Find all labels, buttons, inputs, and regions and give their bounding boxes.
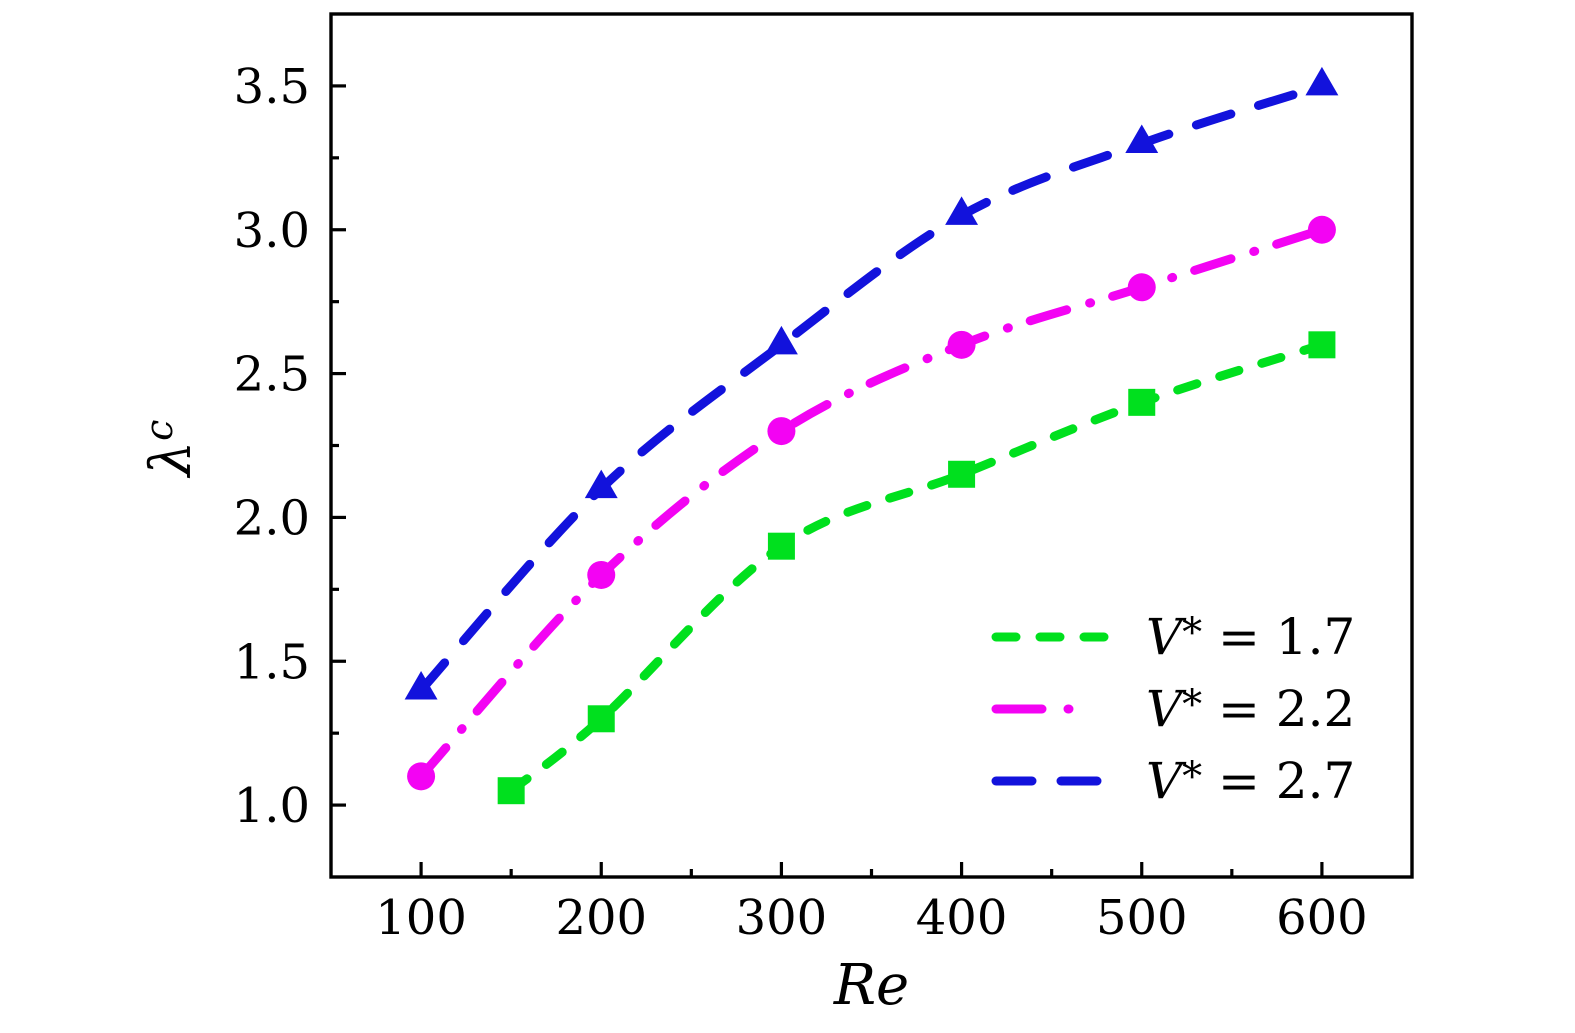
marker-circle (767, 417, 796, 446)
y-axis-tick-label: 2.0 (234, 490, 310, 546)
legend-label: V* = 2.2 (1146, 680, 1355, 738)
legend-label: V* = 1.7 (1146, 608, 1355, 666)
marker-triangle (945, 196, 979, 225)
x-axis-tick-label: 400 (916, 890, 1008, 946)
legend-label: V* = 2.7 (1146, 752, 1355, 810)
series-0 (497, 331, 1336, 805)
legend: V* = 1.7 V* = 2.2 V* = 2.7 (991, 608, 1355, 810)
series-1 (407, 215, 1336, 791)
x-axis-tick-label: 200 (555, 890, 647, 946)
x-axis-tick-label: 300 (736, 890, 828, 946)
marker-circle (947, 330, 976, 359)
x-axis-tick-label: 600 (1276, 890, 1368, 946)
y-axis-tick-label: 1.0 (234, 778, 310, 834)
marker-triangle (404, 671, 438, 700)
marker-square (1308, 331, 1336, 359)
marker-circle (407, 762, 436, 791)
y-axis-tick-label: 3.0 (234, 203, 310, 259)
series-2 (404, 66, 1339, 700)
y-axis-tick-label: 2.5 (234, 347, 310, 403)
x-axis-tick-label: 100 (375, 890, 467, 946)
marker-triangle (1305, 66, 1339, 96)
marker-circle (1127, 273, 1156, 302)
plot-border (329, 12, 1414, 879)
x-axis-label: Re (833, 953, 909, 1018)
marker-square (497, 777, 525, 805)
marker-triangle (764, 325, 798, 355)
marker-circle (1307, 215, 1336, 244)
marker-square (948, 460, 976, 488)
marker-square (1128, 388, 1156, 416)
marker-triangle (584, 469, 618, 499)
marker-circle (587, 560, 616, 589)
ticks (331, 84, 1324, 877)
x-axis-tick-label: 500 (1096, 890, 1188, 946)
y-axis-label: λc (137, 420, 204, 479)
y-axis-tick-label: 3.5 (234, 59, 310, 115)
marker-square (767, 532, 795, 560)
marker-square (587, 705, 615, 733)
y-axis-tick-label: 1.5 (234, 634, 310, 690)
marker-triangle (1125, 124, 1159, 153)
